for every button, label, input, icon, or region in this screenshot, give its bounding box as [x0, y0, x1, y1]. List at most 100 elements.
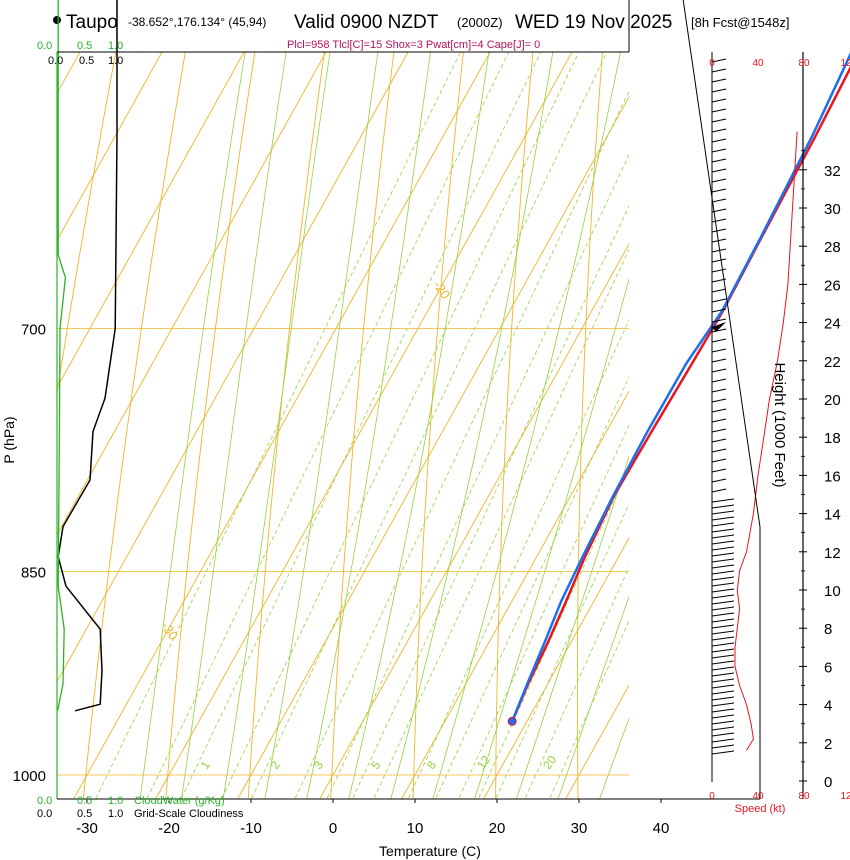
dry-adiabat [57, 52, 117, 397]
mixing-ratio-label: 5 [368, 758, 383, 772]
wind-barb [711, 516, 735, 521]
isotherm-label: -20 [430, 278, 453, 302]
isotherm--10 [237, 96, 629, 799]
mixing-ratio-line [549, 619, 629, 799]
wind-barb [711, 338, 727, 343]
height-tick-12: 12 [824, 545, 841, 562]
wind-barb [711, 696, 735, 701]
wind-barb [711, 510, 735, 515]
wind-barb [711, 624, 735, 629]
pressure-tick-700: 700 [21, 322, 46, 339]
wind-barb [711, 398, 727, 403]
mixing-ratio-line [373, 248, 629, 799]
wind-speed-curve [734, 131, 798, 751]
wind-barb [711, 732, 735, 737]
grid-labels: 123581220100-10-20-300102030 [158, 278, 559, 772]
cloudiness-curve [57, 0, 118, 712]
isotherm--100 [0, 0, 636, 860]
wind-barb [711, 98, 727, 103]
cl-top-scale-1: 0.5 [79, 55, 94, 67]
isotherm-30 [565, 684, 629, 799]
wind-barb [711, 618, 735, 623]
wind-barb [711, 458, 727, 463]
wind-barb [711, 738, 735, 743]
station-coords: -38.652°,176.134° (45,94) [128, 15, 266, 29]
wind-barb [711, 418, 727, 423]
station-dot [53, 16, 61, 24]
wind-barb [711, 488, 727, 493]
wind-barb [711, 612, 735, 617]
wind-barb [711, 168, 727, 173]
cw-scale-2: 1.0 [108, 795, 123, 807]
wind-barb [711, 308, 727, 313]
wind-barb [711, 642, 735, 647]
wind-barb [711, 218, 727, 223]
wind-barb [711, 68, 727, 73]
height-tick-24: 24 [824, 316, 841, 333]
wind-barb [711, 690, 735, 695]
mixing-ratio-line [435, 376, 629, 799]
temp-tick--20: -20 [158, 820, 180, 837]
wind-barb [711, 720, 735, 725]
height-tick-10: 10 [824, 583, 841, 600]
wind-barb [711, 108, 727, 113]
wind-barb [711, 726, 735, 731]
wind-barb [711, 648, 735, 653]
wind-barb [711, 558, 735, 563]
wind-barb [711, 438, 727, 443]
moist-adiabat [264, 52, 379, 799]
cl-scale-1: 0.5 [77, 808, 92, 820]
dry-adiabat [576, 52, 603, 799]
isotherm--20 [155, 52, 573, 799]
wind-barb [711, 298, 727, 303]
mixing-ratio-line [477, 466, 629, 799]
mixing-ratio-line [250, 52, 608, 799]
wind-barb [711, 540, 735, 545]
wind-barb [711, 714, 735, 719]
cw-scale-0: 0.0 [37, 795, 52, 807]
moist-adiabat [432, 52, 621, 799]
wind-barb [711, 408, 727, 413]
wind-barb [711, 188, 727, 193]
wind-barb [711, 636, 735, 641]
dry-adiabat [247, 52, 325, 799]
wind-barb [711, 504, 735, 509]
wind-barb [711, 606, 735, 611]
indices-line: Plcl=958 Tlcl[C]=15 Shox=3 Pwat[cm]=4 Ca… [287, 39, 540, 51]
x-axis-label: Temperature (C) [379, 843, 481, 859]
cloudiness-label: Grid-Scale Cloudiness [134, 808, 244, 820]
wind-barb [711, 118, 727, 123]
height-tick-4: 4 [824, 698, 832, 715]
height-tick-30: 30 [824, 201, 841, 218]
wind-barb [711, 258, 727, 263]
wind-barb [711, 654, 735, 659]
wind-barb [711, 546, 735, 551]
height-tick-32: 32 [824, 163, 841, 180]
wind-barb [711, 318, 727, 323]
wind-barb [711, 678, 735, 683]
mixing-ratio-line [458, 424, 629, 799]
cw-top-scale-0: 0.0 [37, 40, 52, 52]
mixing-ratio-line [146, 52, 510, 799]
isotherm--80 [57, 52, 81, 95]
dry-adiabat [412, 52, 464, 799]
mixing-ratio-line [407, 319, 629, 799]
cloudwater-label: CloudWater (g/Kg) [134, 795, 225, 807]
wind-barb [711, 744, 735, 749]
temp-tick--30: -30 [76, 820, 98, 837]
height-tick-16: 16 [824, 468, 841, 485]
speed-bottom-40: 40 [752, 791, 764, 802]
moist-adiabat [139, 52, 246, 799]
wind-barb [711, 128, 727, 133]
moist-adiabat [306, 52, 432, 799]
height-tick-18: 18 [824, 430, 841, 447]
moist-adiabat [222, 52, 331, 799]
cw-top-scale-2: 1.0 [108, 40, 123, 52]
wind-barb [711, 358, 727, 363]
height-tick-0: 0 [824, 774, 832, 791]
height-tick-20: 20 [824, 392, 841, 409]
height-tick-8: 8 [824, 621, 832, 638]
isotherm-0 [319, 243, 629, 799]
